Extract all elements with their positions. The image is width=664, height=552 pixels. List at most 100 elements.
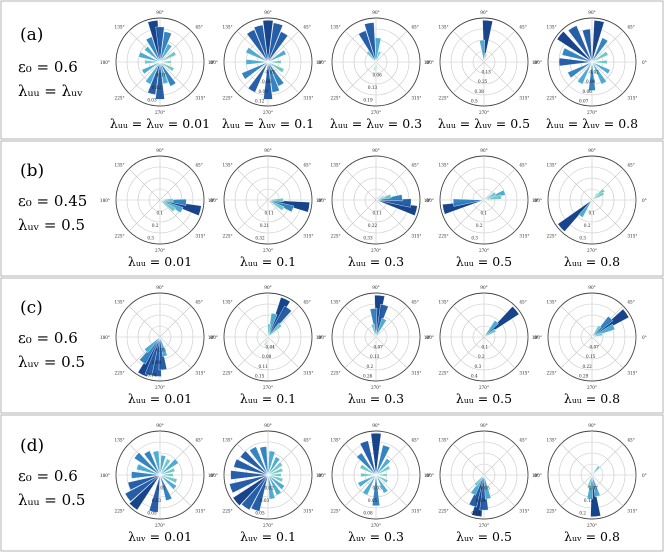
grid-spoke bbox=[452, 30, 485, 63]
angle-tick-label: 135° bbox=[115, 300, 125, 305]
angle-tick-label: 225° bbox=[439, 508, 449, 513]
angle-tick-label: 45° bbox=[627, 163, 634, 168]
radial-tick-label: 0.12 bbox=[255, 98, 265, 103]
angle-tick-label: 0° bbox=[210, 60, 215, 65]
grid-spoke bbox=[452, 336, 485, 369]
radial-tick-label: 0.11 bbox=[259, 364, 269, 369]
angle-tick-label: 135° bbox=[223, 163, 233, 168]
histogram-wedge bbox=[375, 474, 389, 484]
angle-tick-label: 45° bbox=[195, 25, 202, 30]
angle-tick-label: 180° bbox=[100, 198, 110, 203]
histogram-wedge bbox=[267, 22, 284, 63]
angle-tick-label: 90° bbox=[372, 10, 379, 15]
angle-tick-label: 135° bbox=[115, 163, 125, 168]
grid-spoke bbox=[483, 168, 516, 201]
histogram-wedge bbox=[159, 61, 169, 85]
angle-tick-label: 180° bbox=[532, 473, 542, 478]
angle-tick-label: 45° bbox=[303, 25, 310, 30]
radial-tick-label: 0.06 bbox=[262, 79, 272, 84]
grid-spoke bbox=[159, 168, 192, 201]
radial-tick-label: 0.2 bbox=[152, 223, 159, 228]
plot-caption: λᵤᵤ = 0.3 bbox=[348, 254, 404, 269]
angle-tick-label: 315° bbox=[519, 233, 529, 238]
plot-caption: λᵤᵤ = λᵤᵥ = 0.3 bbox=[330, 116, 422, 131]
angle-tick-label: 45° bbox=[303, 300, 310, 305]
angle-tick-label: 180° bbox=[532, 335, 542, 340]
histogram-wedge bbox=[591, 474, 601, 498]
angle-tick-label: 135° bbox=[115, 438, 125, 443]
histogram-wedge bbox=[359, 464, 377, 476]
panel-param-a-2: λᵤᵤ = λᵤᵥ bbox=[18, 82, 83, 100]
radial-tick-label: 0.3 bbox=[147, 236, 154, 241]
radial-tick-label: 0.3 bbox=[579, 236, 586, 241]
angle-tick-label: 45° bbox=[519, 25, 526, 30]
angle-tick-label: 180° bbox=[532, 60, 542, 65]
radial-tick-label: 0.3 bbox=[471, 236, 478, 241]
angle-tick-label: 0° bbox=[534, 473, 539, 478]
angle-tick-label: 225° bbox=[115, 233, 125, 238]
angle-tick-label: 90° bbox=[588, 285, 595, 290]
radial-tick-label: 0.2 bbox=[579, 511, 586, 516]
radial-tick-label: 0.11 bbox=[264, 211, 274, 216]
radial-tick-label: 0.11 bbox=[372, 211, 382, 216]
angle-tick-label: 135° bbox=[439, 438, 449, 443]
angle-tick-label: 90° bbox=[480, 285, 487, 290]
angle-tick-label: 0° bbox=[318, 198, 323, 203]
grid-spoke bbox=[483, 474, 516, 507]
histogram-wedge bbox=[370, 432, 382, 476]
histogram-wedge bbox=[375, 199, 418, 216]
radial-tick-label: 0.33 bbox=[363, 236, 373, 241]
radial-tick-label: 0.2 bbox=[584, 223, 591, 228]
polar-plot-3-1: 0° 45° 90° 135° 180° 225° 270° 315° 0.02 0.03 0.05… bbox=[208, 423, 323, 544]
grid-spoke bbox=[267, 199, 300, 232]
angle-tick-label: 315° bbox=[411, 95, 421, 100]
histogram-wedge bbox=[141, 61, 161, 75]
radial-tick-label: 0.14 bbox=[471, 511, 481, 516]
radial-tick-label: 0.29 bbox=[579, 373, 589, 378]
radial-tick-label: 0.22 bbox=[583, 364, 593, 369]
polar-plot-0-3: 0° 45° 90° 135° 180° 225° 270° 315° 0.13 0.25 0.38… bbox=[424, 10, 539, 131]
grid-spoke bbox=[452, 443, 485, 476]
histogram-wedge bbox=[159, 199, 176, 213]
histogram-wedge bbox=[145, 36, 161, 63]
histogram-wedge bbox=[591, 192, 599, 201]
panel-param-a-1: ε₀ = 0.6 bbox=[18, 58, 78, 76]
angle-tick-label: 0° bbox=[426, 335, 431, 340]
histogram-wedge bbox=[370, 323, 377, 338]
panel-c-frame bbox=[0, 277, 664, 414]
panel-param-c-2: λᵤᵥ = 0.5 bbox=[18, 353, 85, 371]
polar-plot-3-4: 0° 45° 90° 135° 180° 225° 270° 315° 0.07 0.13 0.2 λ… bbox=[532, 423, 647, 544]
radial-tick-label: 0.07 bbox=[588, 486, 598, 491]
angle-tick-label: 0° bbox=[534, 198, 539, 203]
histogram-wedge bbox=[374, 336, 378, 344]
histogram-wedge bbox=[144, 46, 161, 63]
histogram-wedge bbox=[358, 30, 377, 63]
histogram-wedge bbox=[375, 458, 391, 476]
angle-tick-label: 90° bbox=[372, 148, 379, 153]
polar-plot-3-3: 0° 45° 90° 135° 180° 225° 270° 315° 0.05 0.09 0.14… bbox=[424, 423, 539, 544]
grid-spoke bbox=[128, 168, 161, 201]
radial-tick-label: 0.2 bbox=[476, 223, 483, 228]
angle-tick-label: 0° bbox=[534, 335, 539, 340]
radial-tick-label: 0.14 bbox=[147, 373, 157, 378]
histogram-wedge bbox=[159, 61, 175, 72]
polar-plot-2-2: 0° 45° 90° 135° 180° 225° 270° 315° 0.07 0.13 0.2 0… bbox=[316, 285, 431, 406]
histogram-wedge bbox=[136, 463, 161, 476]
angle-tick-label: 180° bbox=[424, 473, 434, 478]
histogram-wedge bbox=[129, 474, 161, 511]
histogram-wedge bbox=[124, 474, 161, 502]
angle-tick-label: 0° bbox=[642, 473, 647, 478]
angle-tick-label: 45° bbox=[195, 438, 202, 443]
histogram-wedge bbox=[159, 458, 171, 476]
histogram-wedge bbox=[159, 474, 173, 501]
histogram-wedge bbox=[375, 195, 385, 201]
angle-tick-label: 180° bbox=[424, 60, 434, 65]
angle-tick-label: 135° bbox=[331, 300, 341, 305]
angle-tick-label: 45° bbox=[627, 300, 634, 305]
angle-tick-label: 90° bbox=[588, 148, 595, 153]
angle-tick-label: 270° bbox=[371, 385, 381, 390]
angle-tick-label: 180° bbox=[532, 198, 542, 203]
histogram-wedge bbox=[267, 467, 284, 476]
histogram-wedge bbox=[442, 199, 485, 215]
angle-tick-label: 270° bbox=[155, 248, 165, 253]
